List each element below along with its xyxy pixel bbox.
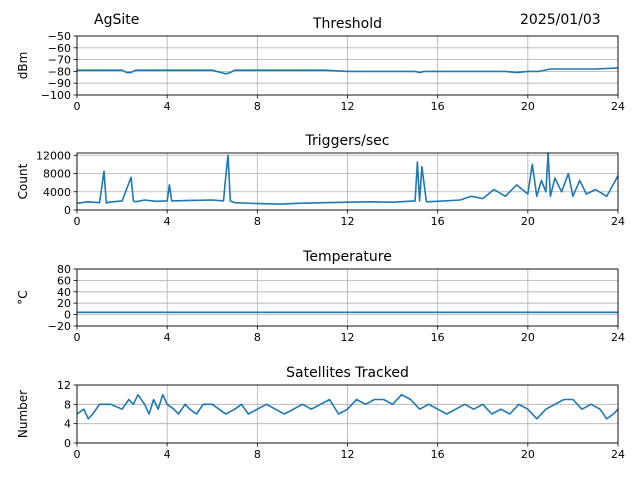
y-tick-label: 40 xyxy=(57,286,71,299)
x-tick-label: 8 xyxy=(254,331,261,344)
y-tick-label: −90 xyxy=(48,77,71,90)
x-tick-label: 24 xyxy=(611,331,625,344)
chart-canvas: 0 4 8 12 16 20 24 −100−90−80−70−60−50 Threshold d… xyxy=(0,0,640,480)
x-tick-label: 16 xyxy=(431,215,445,228)
y-tick-label: 4 xyxy=(64,418,71,431)
y-axis-label: dBm xyxy=(16,52,30,80)
x-tick-label: 8 xyxy=(254,100,261,113)
chart-panel-4: 0 4 8 12 16 20 24 0 4 8 12 Satellites Tracked Number xyxy=(16,365,625,461)
y-tick-label: −70 xyxy=(48,54,71,67)
x-tick-label: 20 xyxy=(521,331,535,344)
y-tick-label: 4000 xyxy=(43,186,71,199)
x-tick-label: 20 xyxy=(521,448,535,461)
y-tick-label: 8 xyxy=(64,398,71,411)
x-tick-label: 0 xyxy=(74,100,81,113)
y-tick-label: 12 xyxy=(57,379,71,392)
x-tick-label: 16 xyxy=(431,331,445,344)
y-axis-label: Count xyxy=(16,163,30,199)
x-tick-label: 12 xyxy=(341,331,355,344)
x-tick-label: 24 xyxy=(611,448,625,461)
y-tick-label: 8000 xyxy=(43,168,71,181)
y-axis-label: Number xyxy=(16,390,30,438)
x-tick-label: 0 xyxy=(74,215,81,228)
y-tick-label: −80 xyxy=(48,65,71,78)
chart-title: Threshold xyxy=(312,16,382,32)
y-tick-label: 12000 xyxy=(36,149,71,162)
x-tick-label: 4 xyxy=(164,331,171,344)
y-tick-label: 0 xyxy=(64,437,71,450)
y-tick-label: −50 xyxy=(48,30,71,43)
site-label: AgSite xyxy=(94,12,139,28)
x-tick-label: 24 xyxy=(611,100,625,113)
x-tick-label: 24 xyxy=(611,215,625,228)
chart-title: Satellites Tracked xyxy=(286,365,409,381)
y-tick-label: −100 xyxy=(41,89,71,102)
y-tick-label: 0 xyxy=(64,204,71,217)
x-tick-label: 4 xyxy=(164,215,171,228)
chart-panel-1: 0 4 8 12 16 20 24 −100−90−80−70−60−50 Threshold d… xyxy=(16,16,625,113)
date-label: 2025/01/03 xyxy=(520,12,601,28)
y-tick-label: 60 xyxy=(57,274,71,287)
y-tick-label: 80 xyxy=(57,263,71,276)
y-axis-label: °C xyxy=(16,290,30,304)
x-tick-label: 12 xyxy=(341,215,355,228)
x-tick-label: 4 xyxy=(164,448,171,461)
x-tick-label: 20 xyxy=(521,215,535,228)
y-tick-label: −20 xyxy=(48,320,71,333)
chart-title: Triggers/sec xyxy=(305,133,390,149)
x-tick-label: 4 xyxy=(164,100,171,113)
chart-panel-2: 0 4 8 12 16 20 24 0 4000 8000 12000 Triggers/sec Cou… xyxy=(16,133,625,228)
x-tick-label: 20 xyxy=(521,100,535,113)
chart-title: Temperature xyxy=(302,249,392,265)
x-tick-label: 8 xyxy=(254,448,261,461)
x-tick-label: 8 xyxy=(254,215,261,228)
y-tick-label: 20 xyxy=(57,297,71,310)
x-tick-label: 0 xyxy=(74,331,81,344)
x-tick-label: 0 xyxy=(74,448,81,461)
y-tick-label: −60 xyxy=(48,42,71,55)
x-tick-label: 12 xyxy=(341,448,355,461)
x-tick-label: 12 xyxy=(341,100,355,113)
y-tick-label: 0 xyxy=(64,309,71,322)
x-tick-label: 16 xyxy=(431,100,445,113)
x-tick-label: 16 xyxy=(431,448,445,461)
